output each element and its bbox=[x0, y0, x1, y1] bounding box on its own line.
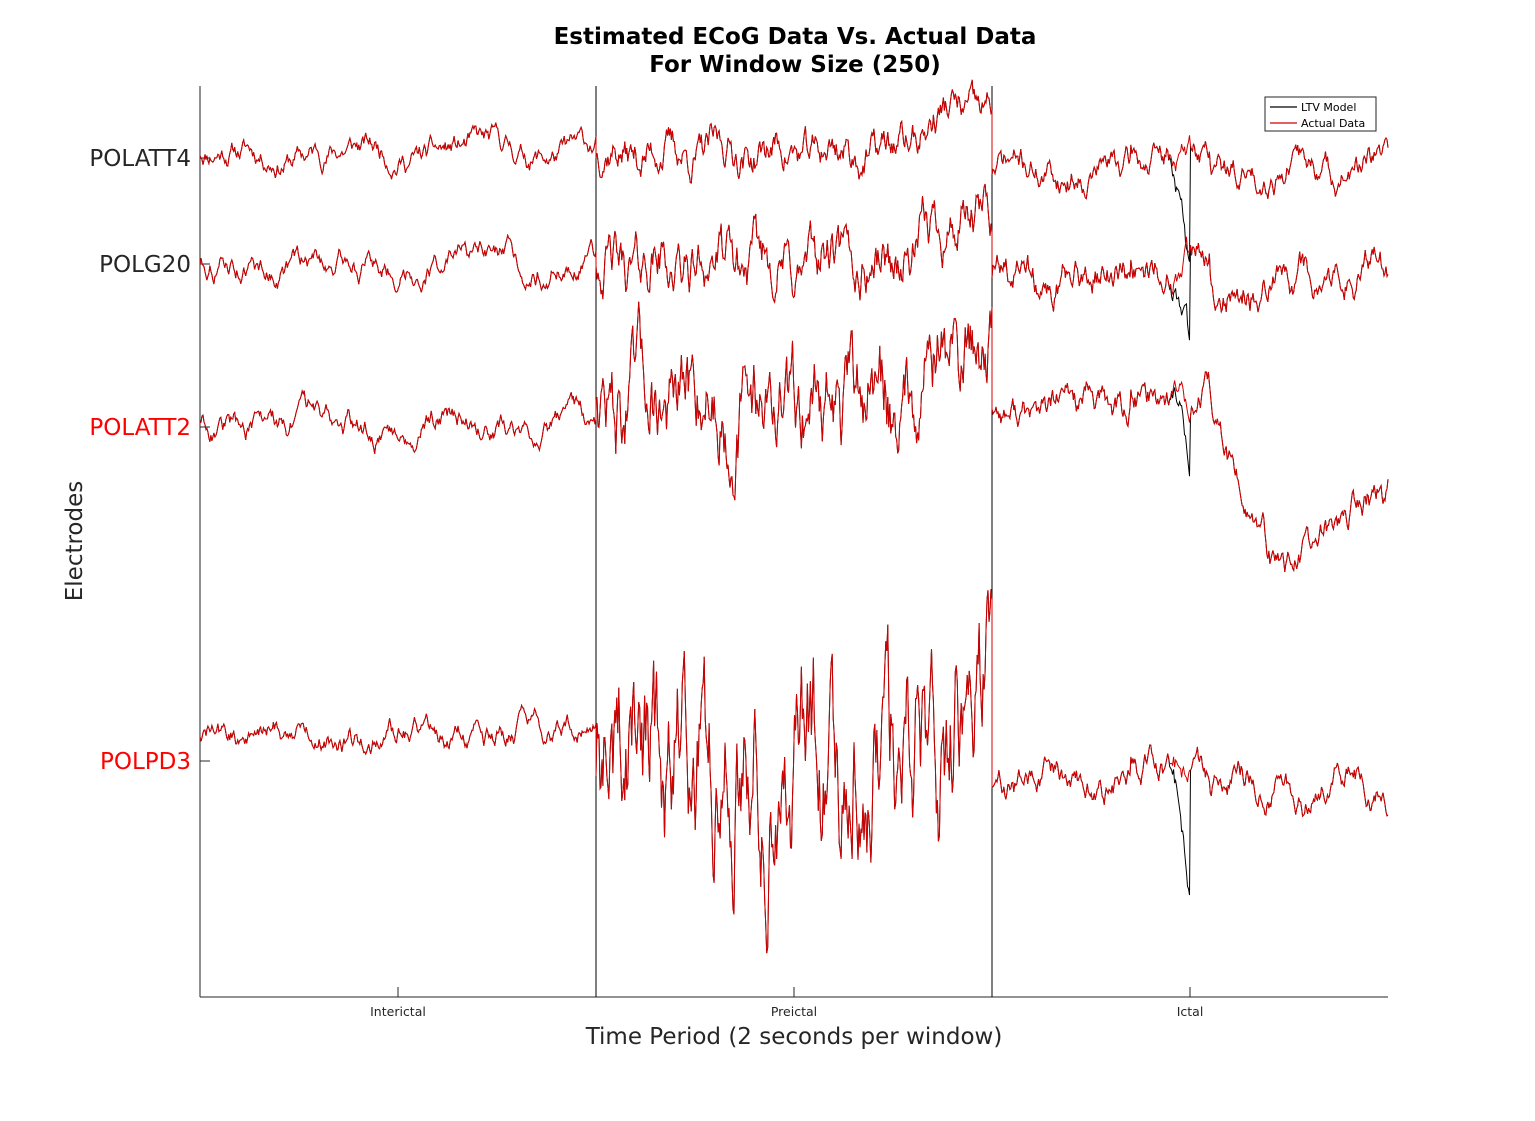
y-tick-label: POLPD3 bbox=[100, 749, 191, 775]
legend-box bbox=[1264, 96, 1377, 132]
x-tick-label: Ictal bbox=[1177, 1004, 1204, 1019]
ltv-model-line bbox=[199, 79, 1389, 262]
actual-data-line bbox=[199, 588, 1389, 954]
plot-area: Interictal Preictal Ictal POLATT4 POLG20 POLA… bbox=[89, 79, 1389, 1019]
y-tick-label: POLG20 bbox=[99, 252, 191, 278]
ltv-model-line bbox=[199, 588, 1389, 954]
y-tick-label: POLATT4 bbox=[89, 146, 191, 172]
x-tick-label: Interictal bbox=[370, 1004, 426, 1019]
x-tick-label: Preictal bbox=[771, 1004, 817, 1019]
legend-label-actual-data: Actual Data bbox=[1301, 117, 1365, 130]
y-axis-label: Electrodes bbox=[62, 481, 88, 602]
ltv-model-line bbox=[199, 301, 1389, 572]
actual-data-line bbox=[199, 79, 1389, 200]
chart-title-line2: For Window Size (250) bbox=[649, 52, 941, 78]
x-axis-label: Time Period (2 seconds per window) bbox=[585, 1024, 1003, 1050]
legend: LTV Model Actual Data bbox=[1264, 96, 1377, 132]
actual-data-line bbox=[199, 301, 1389, 572]
chart-title-line1: Estimated ECoG Data Vs. Actual Data bbox=[554, 24, 1037, 50]
legend-label-ltv-model: LTV Model bbox=[1301, 101, 1356, 114]
y-tick-label: POLATT2 bbox=[89, 415, 191, 441]
actual-data-line bbox=[199, 183, 1389, 314]
